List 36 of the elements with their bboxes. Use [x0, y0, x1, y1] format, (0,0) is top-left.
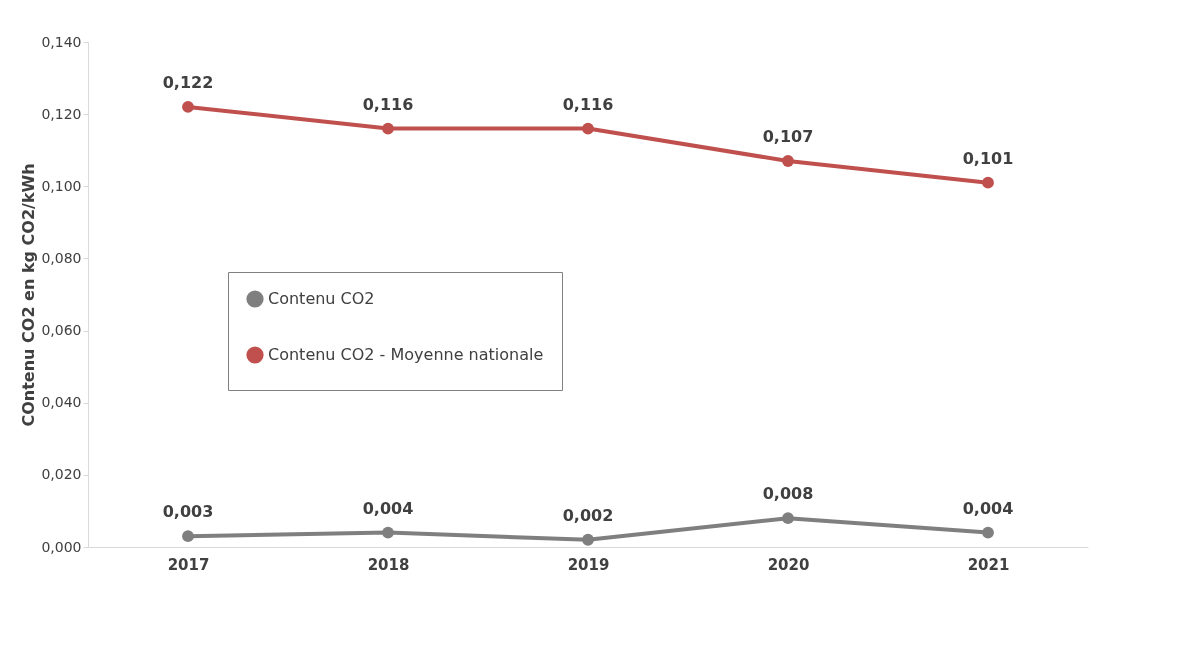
x-tick-label: 2019 — [567, 555, 610, 574]
point — [582, 533, 594, 546]
data-label: 0,107 — [762, 127, 814, 147]
y-tick-label: 0,000 — [41, 538, 82, 555]
y-axis-title: COntenu CO2 en kg CO2/kWh — [19, 163, 39, 427]
y-tick-label: 0,120 — [41, 105, 82, 122]
data-label: 0,004 — [362, 498, 414, 518]
data-label: 0,002 — [562, 505, 614, 525]
point — [982, 176, 994, 189]
x-tick-label: 2021 — [967, 555, 1010, 574]
y-tick-label: 0,060 — [41, 322, 82, 339]
point — [782, 512, 794, 525]
legend-label: Contenu CO2 — [268, 289, 375, 308]
x-tick-label: 2017 — [167, 555, 210, 574]
legend-label: Contenu CO2 - Moyenne nationale — [268, 345, 544, 364]
point — [182, 530, 194, 543]
data-label: 0,101 — [962, 148, 1014, 168]
point — [982, 526, 994, 539]
data-label: 0,116 — [362, 94, 414, 114]
point — [582, 122, 594, 135]
y-tick-label: 0,140 — [41, 33, 82, 50]
data-label: 0,008 — [762, 484, 814, 504]
data-label: 0,122 — [162, 72, 214, 92]
data-label: 0,116 — [562, 94, 614, 114]
y-tick-label: 0,100 — [41, 177, 82, 194]
y-tick-label: 0,080 — [41, 249, 82, 266]
data-label: 0,004 — [962, 498, 1014, 518]
x-tick-label: 2020 — [767, 555, 810, 574]
data-label: 0,003 — [162, 502, 214, 522]
y-tick-label: 0,040 — [41, 394, 82, 411]
point — [182, 101, 194, 113]
x-tick-label: 2018 — [367, 555, 410, 574]
y-tick-label: 0,020 — [41, 466, 82, 483]
point — [382, 526, 394, 539]
point — [782, 155, 794, 167]
point — [382, 122, 394, 135]
